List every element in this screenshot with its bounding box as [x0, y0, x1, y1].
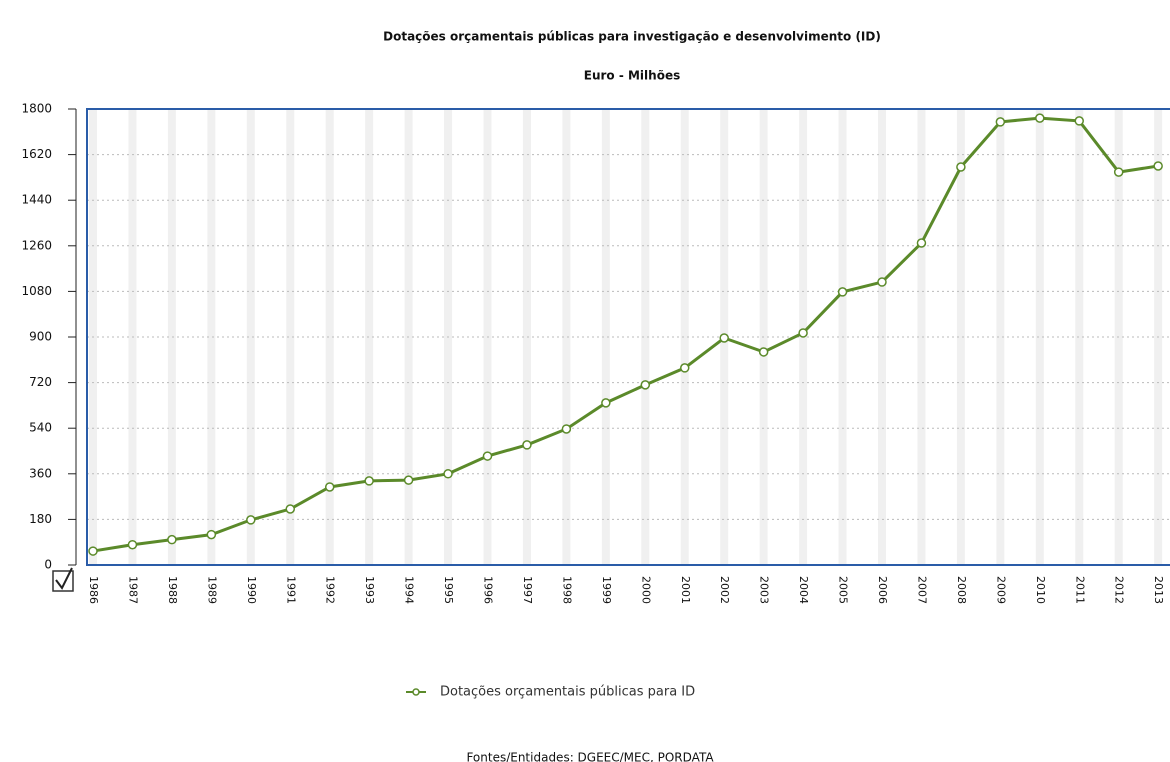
point — [837, 287, 848, 297]
point — [561, 424, 572, 434]
y-tick-label: 360 — [29, 466, 52, 480]
point — [522, 440, 532, 450]
y-tick-label: 540 — [29, 421, 52, 435]
point — [206, 529, 217, 540]
x-tick-label: 2012 — [1113, 576, 1126, 604]
x-tick-label: 2006 — [876, 576, 889, 604]
legend-marker — [412, 688, 420, 696]
x-tick-label: 2004 — [797, 576, 810, 604]
x-tick-label: 1999 — [600, 576, 613, 604]
source: Fontes/Entidades: DGEEC/MEC, PORDATA — [466, 751, 714, 762]
checkbox[interactable] — [52, 567, 74, 592]
x-tick-label: 1988 — [166, 576, 179, 604]
plot-border — [86, 108, 1170, 566]
y-tick-label: 1080 — [21, 284, 52, 298]
y-tick-label: 0 — [44, 558, 52, 572]
y-tick-label: 1620 — [21, 147, 52, 161]
point — [680, 363, 690, 373]
x-tick-label: 2008 — [955, 576, 968, 604]
point — [798, 328, 808, 338]
x-tick-label: 1995 — [442, 576, 455, 604]
point — [127, 539, 138, 550]
chart-title: Dotações orçamentais públicas para inves… — [383, 30, 881, 44]
x-tick-label: 1996 — [482, 576, 495, 604]
point — [640, 380, 651, 390]
point — [601, 398, 611, 408]
point — [719, 333, 729, 343]
x-tick-label: 2002 — [718, 576, 731, 604]
x-tick-label: 1990 — [245, 576, 258, 604]
y-tick-label: 180 — [29, 512, 52, 526]
point — [1153, 161, 1163, 171]
x-tick-label: 2005 — [837, 576, 850, 604]
point — [482, 451, 493, 461]
point — [1074, 116, 1084, 126]
y-tick-label: 720 — [29, 375, 52, 389]
x-tick-label: 2003 — [758, 576, 771, 604]
point — [995, 117, 1006, 127]
x-tick-label: 1986 — [87, 576, 100, 604]
point — [758, 347, 769, 357]
x-tick-label: 2007 — [915, 576, 928, 604]
x-tick-label: 1989 — [205, 576, 218, 604]
y-tick-label: 1260 — [21, 238, 52, 252]
x-tick-label: 1998 — [560, 576, 573, 604]
point — [877, 277, 887, 287]
point — [1035, 113, 1045, 123]
point — [88, 546, 98, 556]
x-tick-label: 1997 — [521, 576, 534, 604]
y-tick-label: 1440 — [21, 193, 52, 207]
x-tick-label: 1992 — [324, 576, 337, 604]
point — [1113, 167, 1124, 177]
point — [403, 475, 414, 485]
x-tick-label: 2000 — [639, 576, 652, 604]
series-line — [92, 116, 1159, 553]
x-tick-label: 2009 — [994, 576, 1007, 604]
point — [443, 469, 453, 479]
x-tick-label: 1993 — [363, 576, 376, 604]
x-tick-label: 2001 — [679, 576, 692, 604]
point — [285, 504, 295, 514]
y-tick-label: 900 — [29, 330, 52, 344]
y-tick-label: 1800 — [21, 102, 52, 116]
x-tick-label: 2010 — [1034, 576, 1047, 604]
point — [364, 476, 374, 486]
x-tick-label: 2011 — [1073, 576, 1086, 604]
x-tick-label: 1987 — [126, 576, 139, 604]
point — [324, 482, 335, 492]
point — [246, 515, 256, 525]
x-tick-label: 1991 — [284, 576, 297, 604]
point — [167, 534, 177, 545]
chart-subtitle: Euro - Milhões — [584, 69, 680, 83]
x-tick-label: 2013 — [1152, 576, 1165, 604]
point — [916, 238, 927, 248]
point — [956, 162, 966, 172]
legend-label: Dotações orçamentais públicas para ID — [440, 685, 695, 700]
x-tick-label: 1994 — [403, 576, 416, 604]
